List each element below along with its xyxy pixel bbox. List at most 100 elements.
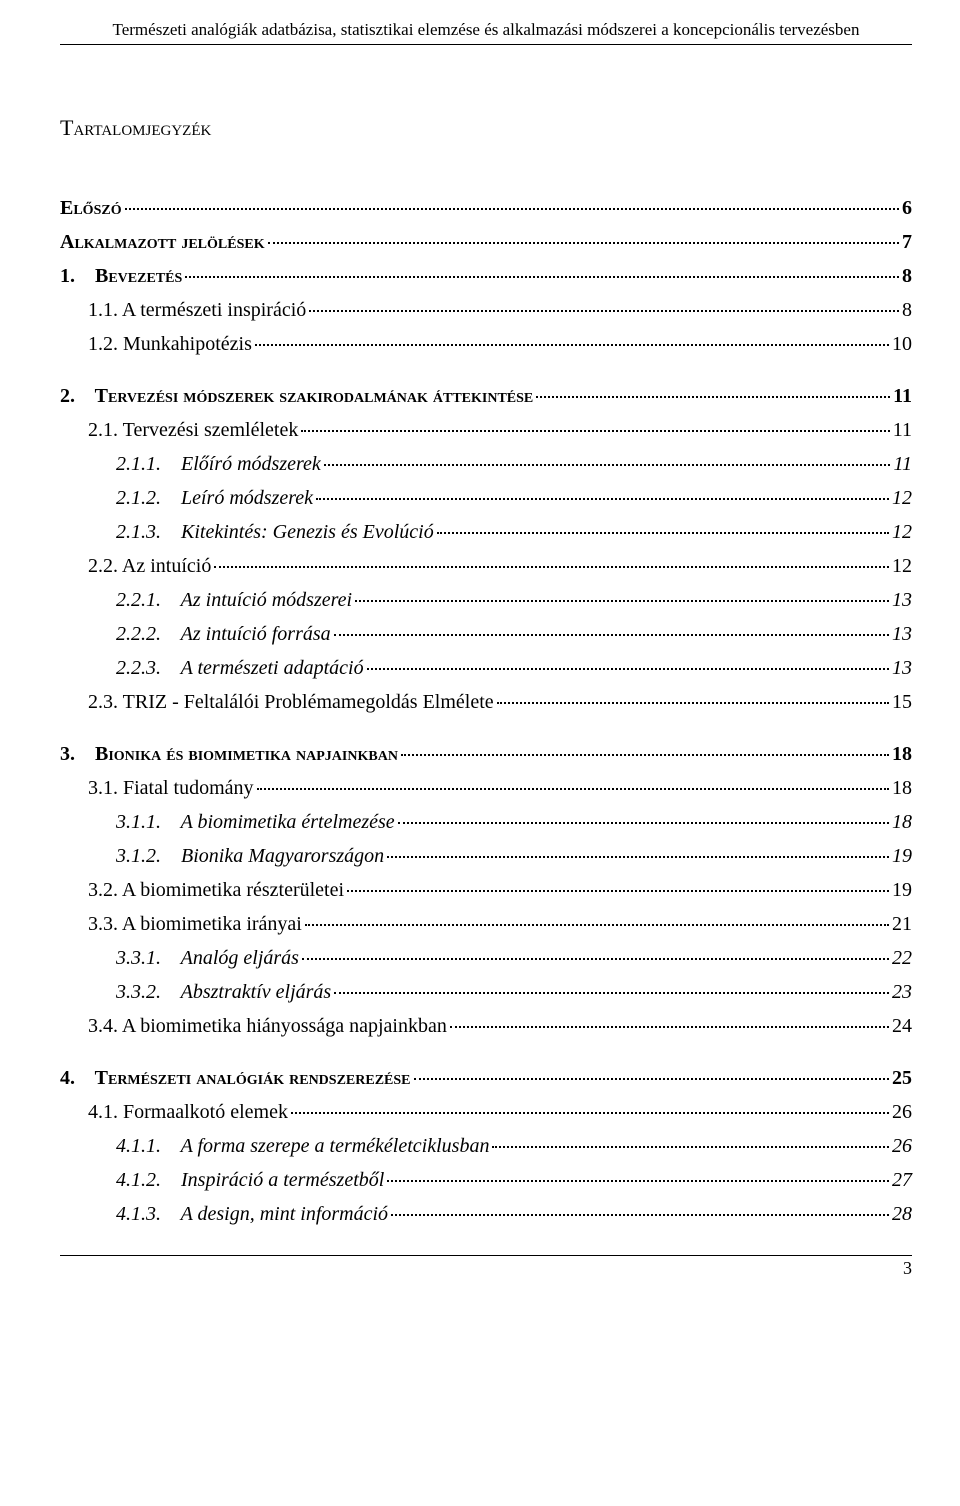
toc-entry-page: 22	[892, 941, 912, 975]
toc-leader-dots	[309, 310, 899, 312]
toc-gap	[60, 719, 912, 737]
toc-entry: 2.2.1. Az intuíció módszerei 13	[116, 583, 912, 617]
toc-entry-page: 13	[892, 651, 912, 685]
toc-entry: 1.2. Munkahipotézis 10	[88, 327, 912, 361]
toc-leader-dots	[355, 600, 889, 602]
toc-entry-label: 2.2.3. A természeti adaptáció	[116, 651, 364, 685]
toc-entry-page: 11	[893, 379, 912, 413]
toc-entry-page: 13	[892, 583, 912, 617]
toc-leader-dots	[334, 992, 889, 994]
toc-entry-label: 3.1.1. A biomimetika értelmezése	[116, 805, 395, 839]
page: Természeti analógiák adatbázisa, statisz…	[0, 0, 960, 1309]
toc-leader-dots	[316, 498, 889, 500]
toc-entry: 4.1.1. A forma szerepe a termékéletciklu…	[116, 1129, 912, 1163]
toc-entry-label: 2.1. Tervezési szemléletek	[88, 413, 298, 447]
toc-entry-label: 3.1. Fiatal tudomány	[88, 771, 254, 805]
toc-entry-page: 12	[892, 515, 912, 549]
toc-leader-dots	[257, 788, 889, 790]
toc-entry: 3.2. A biomimetika részterületei 19	[88, 873, 912, 907]
toc-entry-label: Előszó	[60, 191, 122, 225]
toc-entry: 3.3.1. Analóg eljárás 22	[116, 941, 912, 975]
toc-entry: 2.2. Az intuíció 12	[88, 549, 912, 583]
toc-container: Előszó 6Alkalmazott jelölések 71. Beveze…	[60, 191, 912, 1231]
toc-entry-page: 28	[892, 1197, 912, 1231]
toc-entry-page: 7	[902, 225, 912, 259]
toc-leader-dots	[324, 464, 891, 466]
toc-entry-page: 19	[892, 839, 912, 873]
toc-entry-page: 13	[892, 617, 912, 651]
toc-entry: 3.3. A biomimetika irányai 21	[88, 907, 912, 941]
toc-entry-page: 27	[892, 1163, 912, 1197]
toc-entry-label: 3.1.2. Bionika Magyarországon	[116, 839, 384, 873]
toc-entry: 1.1. A természeti inspiráció 8	[88, 293, 912, 327]
toc-leader-dots	[401, 754, 889, 756]
toc-entry-label: 2.2.2. Az intuíció forrása	[116, 617, 331, 651]
toc-entry-page: 6	[902, 191, 912, 225]
toc-entry: 4.1. Formaalkotó elemek 26	[88, 1095, 912, 1129]
toc-entry-page: 11	[893, 447, 912, 481]
toc-leader-dots	[301, 430, 889, 432]
toc-entry: 1. Bevezetés 8	[60, 259, 912, 293]
toc-entry: 4.1.2. Inspiráció a természetből 27	[116, 1163, 912, 1197]
toc-entry: 3.1.1. A biomimetika értelmezése 18	[116, 805, 912, 839]
toc-entry: 3. Bionika és biomimetika napjainkban 18	[60, 737, 912, 771]
toc-entry-page: 26	[892, 1129, 912, 1163]
toc-leader-dots	[302, 958, 889, 960]
toc-entry: 2.2.3. A természeti adaptáció 13	[116, 651, 912, 685]
toc-entry-label: 2.1.2. Leíró módszerek	[116, 481, 313, 515]
toc-entry-label: 2.1.1. Előíró módszerek	[116, 447, 321, 481]
toc-entry-label: 1. Bevezetés	[60, 259, 182, 293]
toc-entry-label: 4.1.2. Inspiráció a természetből	[116, 1163, 384, 1197]
toc-entry: 2.3. TRIZ - Feltalálói Problémamegoldás …	[88, 685, 912, 719]
toc-entry-page: 21	[892, 907, 912, 941]
page-header: Természeti analógiák adatbázisa, statisz…	[60, 20, 912, 45]
toc-entry-page: 23	[892, 975, 912, 1009]
toc-leader-dots	[536, 396, 890, 398]
toc-title: Tartalomjegyzék	[60, 115, 912, 141]
toc-entry-page: 18	[892, 805, 912, 839]
toc-entry-page: 25	[892, 1061, 912, 1095]
toc-leader-dots	[334, 634, 889, 636]
toc-entry-label: 3.3.1. Analóg eljárás	[116, 941, 299, 975]
toc-entry: 2.1.2. Leíró módszerek 12	[116, 481, 912, 515]
toc-entry-label: 4.1. Formaalkotó elemek	[88, 1095, 288, 1129]
toc-entry-page: 12	[892, 549, 912, 583]
toc-leader-dots	[497, 702, 889, 704]
toc-entry-label: 3.4. A biomimetika hiányossága napjainkb…	[88, 1009, 447, 1043]
toc-leader-dots	[125, 208, 899, 210]
page-number: 3	[60, 1256, 912, 1279]
toc-entry-page: 15	[892, 685, 912, 719]
toc-gap	[60, 1043, 912, 1061]
toc-leader-dots	[291, 1112, 889, 1114]
toc-entry-label: 3.3. A biomimetika irányai	[88, 907, 302, 941]
toc-entry: 3.1.2. Bionika Magyarországon 19	[116, 839, 912, 873]
toc-entry-page: 18	[892, 737, 912, 771]
toc-entry-page: 10	[892, 327, 912, 361]
toc-entry-label: 3. Bionika és biomimetika napjainkban	[60, 737, 398, 771]
toc-entry-label: 2.2.1. Az intuíció módszerei	[116, 583, 352, 617]
toc-leader-dots	[391, 1214, 889, 1216]
toc-entry-label: 1.1. A természeti inspiráció	[88, 293, 306, 327]
toc-entry-page: 11	[893, 413, 912, 447]
toc-entry-label: 3.2. A biomimetika részterületei	[88, 873, 344, 907]
toc-leader-dots	[214, 566, 889, 568]
toc-entry: 2.1.1. Előíró módszerek 11	[116, 447, 912, 481]
toc-leader-dots	[268, 242, 899, 244]
toc-entry-label: Alkalmazott jelölések	[60, 225, 265, 259]
toc-leader-dots	[450, 1026, 889, 1028]
toc-entry-page: 12	[892, 481, 912, 515]
toc-entry: 4.1.3. A design, mint információ 28	[116, 1197, 912, 1231]
toc-entry: 3.4. A biomimetika hiányossága napjainkb…	[88, 1009, 912, 1043]
toc-entry-page: 19	[892, 873, 912, 907]
toc-entry-page: 8	[902, 259, 912, 293]
toc-leader-dots	[437, 532, 889, 534]
toc-leader-dots	[185, 276, 899, 278]
toc-entry-label: 3.3.2. Absztraktív eljárás	[116, 975, 331, 1009]
toc-entry-label: 4.1.1. A forma szerepe a termékéletciklu…	[116, 1129, 489, 1163]
toc-leader-dots	[492, 1146, 889, 1148]
toc-leader-dots	[347, 890, 889, 892]
toc-entry: Alkalmazott jelölések 7	[60, 225, 912, 259]
toc-leader-dots	[305, 924, 889, 926]
toc-entry-page: 26	[892, 1095, 912, 1129]
toc-leader-dots	[367, 668, 889, 670]
